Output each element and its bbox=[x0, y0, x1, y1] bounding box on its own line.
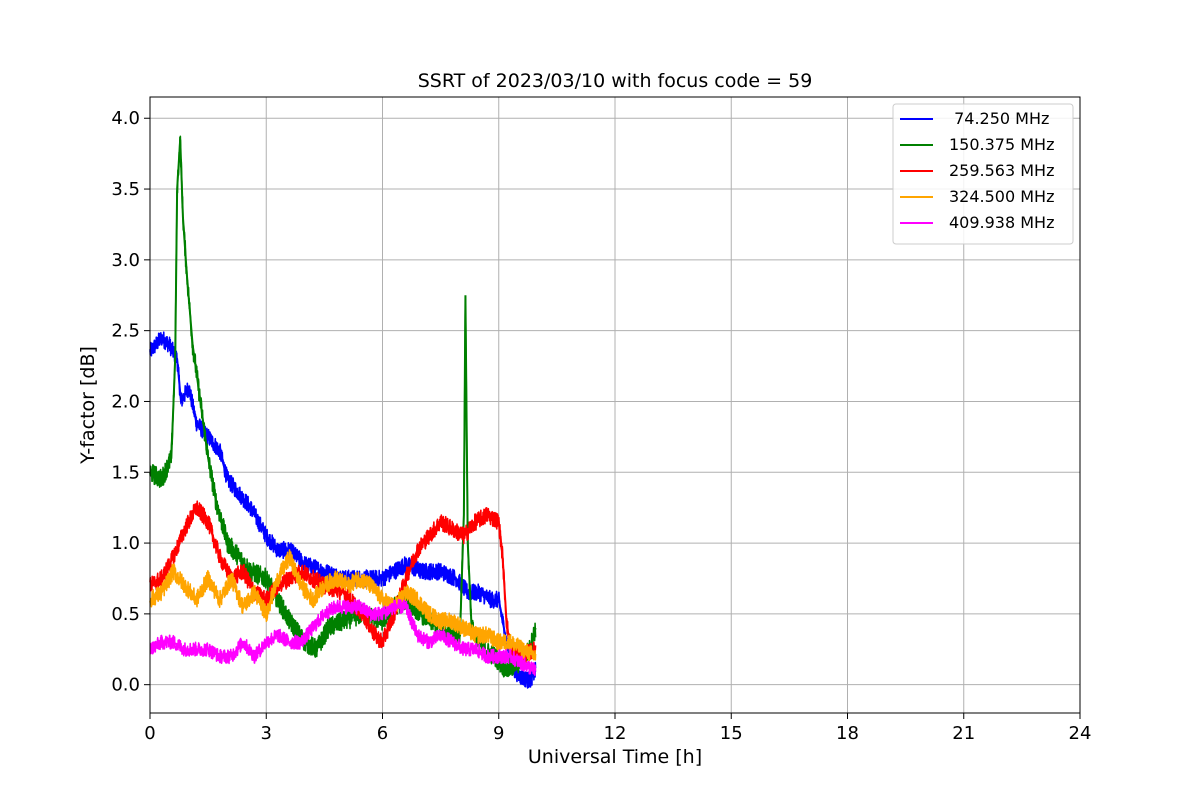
series-group bbox=[149, 135, 537, 689]
y-axis-label: Y-factor [dB] bbox=[77, 346, 99, 465]
x-tick-label: 24 bbox=[1069, 723, 1092, 744]
series-trend bbox=[149, 605, 537, 672]
y-tick-label: 0.5 bbox=[111, 604, 140, 625]
legend-entry: 409.938 MHz bbox=[949, 213, 1054, 232]
y-tick-label: 2.0 bbox=[111, 391, 140, 412]
x-tick-label: 6 bbox=[377, 723, 388, 744]
legend-entry: 259.563 MHz bbox=[949, 161, 1054, 180]
series-line bbox=[149, 598, 537, 676]
y-tick-label: 1.0 bbox=[111, 533, 140, 554]
x-tick-label: 9 bbox=[493, 723, 504, 744]
legend-entry: 324.500 MHz bbox=[949, 187, 1054, 206]
x-tick-label: 18 bbox=[836, 723, 859, 744]
x-tick-label: 15 bbox=[720, 723, 743, 744]
x-tick-label: 3 bbox=[261, 723, 272, 744]
legend-entry: 150.375 MHz bbox=[949, 135, 1054, 154]
x-axis-ticks: 0 3 6 9 12 15 18 21 24 bbox=[144, 713, 1091, 744]
chart-title: SSRT of 2023/03/10 with focus code = 59 bbox=[418, 70, 813, 92]
legend-entry: 74.250 MHz bbox=[949, 109, 1049, 128]
series-trend bbox=[149, 554, 537, 658]
y-tick-label: 3.0 bbox=[111, 250, 140, 271]
legend: 74.250 MHz 150.375 MHz 259.563 MHz 324.500 … bbox=[892, 103, 1074, 245]
x-axis-label: Universal Time [h] bbox=[528, 746, 702, 768]
x-tick-label: 12 bbox=[604, 723, 627, 744]
y-tick-label: 4.0 bbox=[111, 108, 140, 129]
legend-box bbox=[892, 103, 1074, 245]
x-tick-label: 0 bbox=[144, 723, 155, 744]
y-tick-label: 2.5 bbox=[111, 321, 140, 342]
series-trend bbox=[149, 139, 537, 672]
y-tick-label: 3.5 bbox=[111, 179, 140, 200]
y-tick-label: 1.5 bbox=[111, 462, 140, 483]
y-tick-label: 0.0 bbox=[111, 675, 140, 696]
x-tick-label: 21 bbox=[952, 723, 975, 744]
y-axis-ticks: 0.0 0.5 1.0 1.5 2.0 2.5 3.0 3.5 4.0 bbox=[111, 108, 150, 696]
